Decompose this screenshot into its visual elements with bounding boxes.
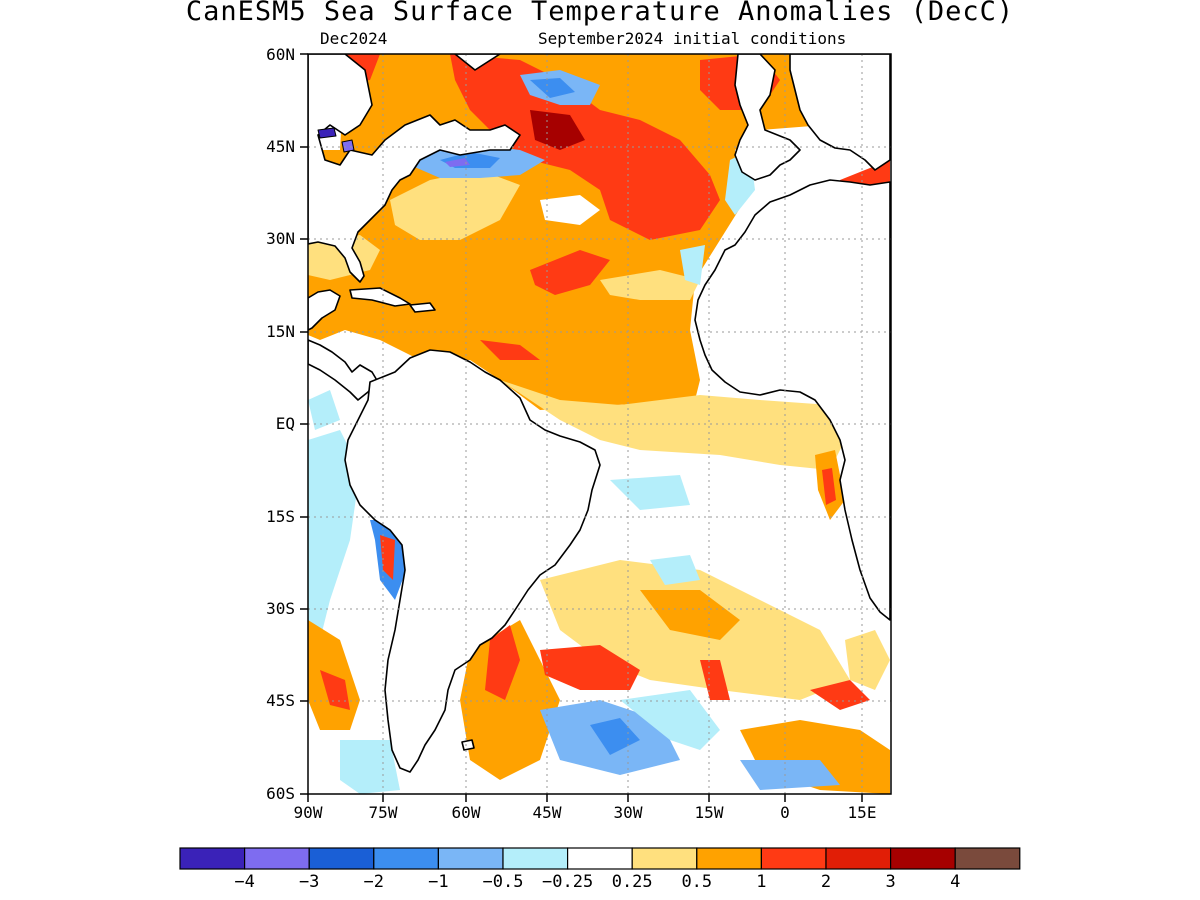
initial-conditions: September2024 initial conditions — [538, 29, 847, 48]
land — [308, 54, 891, 773]
colorbar-swatch — [373, 847, 439, 870]
map-title: CanESM5 Sea Surface Temperature Anomalie… — [185, 0, 1015, 27]
forecast-month: Dec2024 — [320, 29, 388, 48]
colorbar-swatch — [179, 847, 246, 870]
colorbar-label: −4 — [234, 872, 255, 892]
lon-label: 15W — [694, 803, 724, 822]
lat-label: 60N — [266, 45, 295, 64]
anomaly-field — [308, 54, 891, 794]
colorbar-swatch — [825, 847, 892, 870]
colorbar-label: −2 — [363, 872, 385, 892]
lon-label: 30W — [613, 803, 643, 822]
lat-label: 30N — [266, 229, 295, 248]
axis-ticks — [300, 53, 863, 802]
colorbar-swatch — [566, 847, 633, 870]
lon-label: 90W — [293, 803, 323, 822]
lon-label: 15E — [847, 803, 877, 822]
colorbar-swatch — [760, 847, 827, 870]
lon-label: 75W — [368, 803, 398, 822]
lat-label: 15S — [266, 507, 295, 526]
colorbar-swatch — [631, 847, 698, 870]
colorbar-label: 3 — [885, 872, 896, 892]
colorbar-swatch — [954, 847, 1021, 870]
gridlines — [308, 54, 891, 794]
lat-label: EQ — [275, 414, 295, 433]
colorbar-swatch — [696, 847, 762, 870]
lat-label: 15N — [266, 322, 295, 341]
colorbar-label: −0.25 — [542, 872, 594, 892]
colorbar-swatch — [889, 847, 956, 870]
colorbar-label: −1 — [428, 872, 449, 892]
lon-label: 0 — [780, 803, 790, 822]
lat-label: 30S — [266, 599, 295, 618]
colorbar-label: −3 — [298, 872, 320, 892]
lon-label: 45W — [532, 803, 562, 822]
colorbar-label: −0.5 — [482, 872, 524, 892]
colorbar-swatch — [502, 847, 569, 870]
colorbar-label: 1 — [756, 872, 767, 892]
colorbar-swatch — [308, 847, 375, 870]
lon-label: 60W — [451, 803, 481, 822]
colorbar-swatch — [244, 847, 310, 870]
lat-label: 60S — [266, 784, 295, 803]
lat-label: 45N — [266, 137, 295, 156]
colorbar-swatch — [437, 847, 504, 870]
colorbar-label: 0.5 — [681, 872, 713, 892]
colorbar-label: 2 — [820, 872, 832, 892]
lat-label: 45S — [266, 691, 295, 710]
colorbar-label: 4 — [950, 872, 961, 892]
colorbar-label: 0.25 — [611, 872, 653, 892]
